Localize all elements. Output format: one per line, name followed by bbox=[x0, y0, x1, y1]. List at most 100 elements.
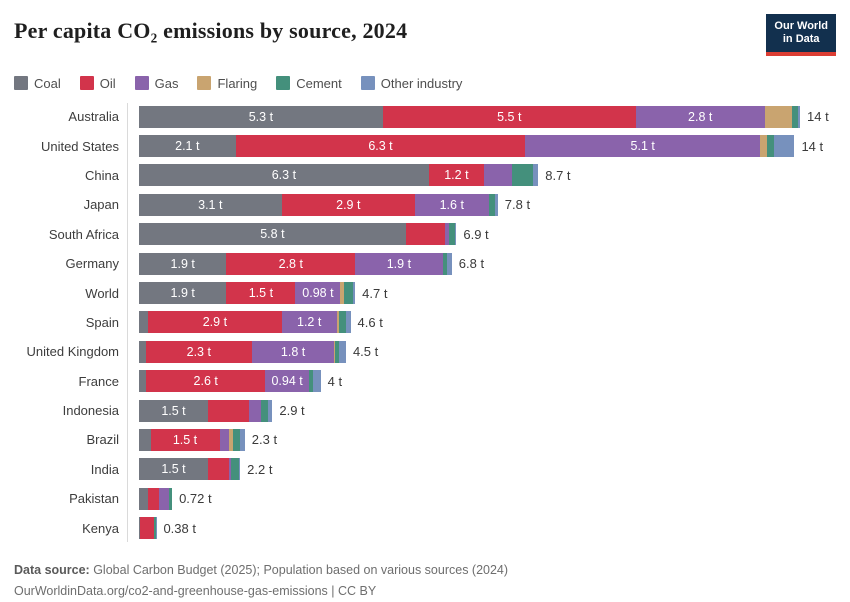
bar-segment-gas[interactable]: 1.8 t bbox=[252, 341, 335, 363]
legend-item-cement[interactable]: Cement bbox=[276, 76, 342, 91]
bar-segment-coal[interactable] bbox=[139, 370, 146, 392]
legend-item-gas[interactable]: Gas bbox=[135, 76, 179, 91]
bar-segment-oil[interactable]: 2.6 t bbox=[146, 370, 266, 392]
bar-segment-cement[interactable] bbox=[233, 429, 240, 451]
bar-segment-coal[interactable] bbox=[139, 311, 148, 333]
bar-segment-other_industry[interactable] bbox=[240, 429, 245, 451]
bar-segment-gas[interactable]: 5.1 t bbox=[525, 135, 760, 157]
gas-swatch-icon bbox=[135, 76, 149, 90]
owid-logo[interactable]: Our World in Data bbox=[766, 14, 836, 56]
bar-segment-cement[interactable] bbox=[339, 311, 346, 333]
bar-segment-coal[interactable]: 3.1 t bbox=[139, 194, 282, 216]
country-label: Australia bbox=[14, 109, 129, 124]
bar-segment-oil[interactable]: 2.9 t bbox=[148, 311, 281, 333]
legend-item-other_industry[interactable]: Other industry bbox=[361, 76, 463, 91]
flaring-swatch-icon bbox=[197, 76, 211, 90]
bar-segment-oil[interactable]: 5.5 t bbox=[383, 106, 636, 128]
legend-item-flaring[interactable]: Flaring bbox=[197, 76, 257, 91]
bar-segment-coal[interactable]: 1.9 t bbox=[139, 282, 226, 304]
country-label: World bbox=[14, 286, 129, 301]
bar-segment-other_industry[interactable] bbox=[313, 370, 320, 392]
bar-segment-gas[interactable] bbox=[484, 164, 512, 186]
legend-item-oil[interactable]: Oil bbox=[80, 76, 116, 91]
bar-segment-coal[interactable]: 6.3 t bbox=[139, 164, 429, 186]
bar-segment-oil[interactable] bbox=[208, 400, 249, 422]
bar-segment-oil[interactable]: 1.5 t bbox=[226, 282, 295, 304]
bar-segment-cement[interactable] bbox=[231, 458, 239, 480]
bar-segment-oil[interactable] bbox=[148, 488, 159, 510]
country-label: France bbox=[14, 374, 129, 389]
bar-segment-oil[interactable]: 2.9 t bbox=[282, 194, 415, 216]
bar-segment-coal[interactable]: 1.9 t bbox=[139, 253, 226, 275]
bar-segment-other_industry[interactable] bbox=[798, 106, 800, 128]
bar-segment-coal[interactable] bbox=[139, 429, 151, 451]
bar-segment-coal[interactable]: 2.1 t bbox=[139, 135, 236, 157]
bar-segment-cement[interactable] bbox=[261, 400, 268, 422]
legend-label: Flaring bbox=[217, 76, 257, 91]
oil-swatch-icon bbox=[80, 76, 94, 90]
bar-segment-oil[interactable]: 2.3 t bbox=[146, 341, 252, 363]
bar-segment-oil[interactable] bbox=[406, 223, 445, 245]
bar-segment-other_industry[interactable] bbox=[353, 282, 355, 304]
legend-item-coal[interactable]: Coal bbox=[14, 76, 61, 91]
bar-segment-gas[interactable]: 2.8 t bbox=[636, 106, 765, 128]
cement-swatch-icon bbox=[276, 76, 290, 90]
bar-segment-cement[interactable] bbox=[767, 135, 774, 157]
bar-segment-other_industry[interactable] bbox=[447, 253, 452, 275]
bar-segment-other_industry[interactable] bbox=[346, 311, 351, 333]
bar-segment-coal[interactable] bbox=[139, 341, 146, 363]
bar-segment-gas[interactable]: 0.98 t bbox=[295, 282, 340, 304]
owid-url-link[interactable]: OurWorldinData.org/co2-and-greenhouse-ga… bbox=[14, 584, 328, 598]
bar-segment-coal[interactable]: 5.8 t bbox=[139, 223, 406, 245]
bar-segment-gas[interactable] bbox=[220, 429, 229, 451]
bar-segment-cement[interactable] bbox=[512, 164, 533, 186]
bar-segment-gas[interactable]: 1.2 t bbox=[282, 311, 337, 333]
bar-segment-gas[interactable] bbox=[249, 400, 261, 422]
bar-segment-gas[interactable]: 0.94 t bbox=[265, 370, 308, 392]
bar-segment-gas[interactable] bbox=[159, 488, 169, 510]
bar-segment-oil[interactable]: 1.2 t bbox=[429, 164, 484, 186]
bar-segment-flaring[interactable] bbox=[760, 135, 767, 157]
bar-total-label: 14 t bbox=[807, 109, 829, 124]
country-label: India bbox=[14, 462, 129, 477]
bar-segment-oil[interactable]: 1.5 t bbox=[151, 429, 220, 451]
bar-segment-gas[interactable]: 1.6 t bbox=[415, 194, 489, 216]
bar-segment-other_industry[interactable] bbox=[533, 164, 539, 186]
data-source-label: Data source: bbox=[14, 563, 90, 577]
stacked-bar: 1.5 t bbox=[139, 400, 272, 422]
bar-segment-oil[interactable]: 6.3 t bbox=[236, 135, 526, 157]
bar-segment-other_industry[interactable] bbox=[268, 400, 273, 422]
license-line: OurWorldinData.org/co2-and-greenhouse-ga… bbox=[14, 581, 836, 602]
bar-total-label: 2.9 t bbox=[279, 403, 304, 418]
bar-segment-other_industry[interactable] bbox=[239, 458, 240, 480]
bar-segment-cement[interactable] bbox=[169, 488, 172, 510]
bar-segment-cement[interactable] bbox=[344, 282, 353, 304]
bar-segment-oil[interactable] bbox=[140, 517, 153, 539]
bar-segment-other_industry[interactable] bbox=[455, 223, 456, 245]
bar-segment-coal[interactable]: 1.5 t bbox=[139, 400, 208, 422]
bar-segment-flaring[interactable] bbox=[765, 106, 793, 128]
stacked-bar bbox=[139, 517, 156, 539]
bar-segment-coal[interactable]: 1.5 t bbox=[139, 458, 208, 480]
bar-segment-oil[interactable]: 2.8 t bbox=[226, 253, 355, 275]
bar-segment-gas[interactable]: 1.9 t bbox=[355, 253, 442, 275]
bar-total-label: 7.8 t bbox=[505, 197, 530, 212]
bar-segment-other_industry[interactable] bbox=[339, 341, 346, 363]
bar-segment-coal[interactable] bbox=[139, 488, 148, 510]
bar-segment-cement[interactable] bbox=[489, 194, 496, 216]
bar-segment-coal[interactable]: 5.3 t bbox=[139, 106, 383, 128]
stacked-bar bbox=[139, 488, 172, 510]
bar-segment-other_industry[interactable] bbox=[774, 135, 795, 157]
bar-segment-oil[interactable] bbox=[208, 458, 229, 480]
bar-segment-other_industry[interactable] bbox=[495, 194, 497, 216]
